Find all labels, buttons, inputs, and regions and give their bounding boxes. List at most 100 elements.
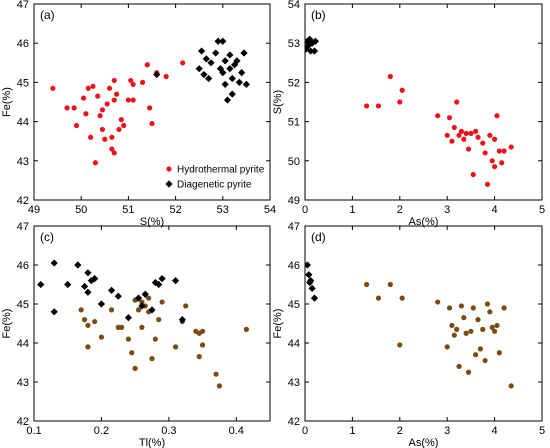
data-point [84,269,92,277]
data-point [114,91,120,97]
data-point [74,261,82,269]
data-point [71,105,77,111]
data-point [202,55,210,63]
data-point [307,277,315,285]
data-point [111,150,117,156]
data-point [37,280,45,289]
data-point [444,132,450,138]
data-point [80,95,87,101]
data-point [475,317,481,323]
data-point [212,49,220,57]
data-point [456,363,462,369]
x-tick-label: 3 [444,204,450,216]
data-point [482,357,488,364]
data-point [128,77,134,84]
x-tick-label: 5 [539,204,545,216]
data-point [95,93,101,99]
panel-label: (d) [311,230,326,244]
data-point [475,134,481,140]
data-point [473,352,479,358]
data-point [473,128,479,134]
data-point [180,60,186,66]
data-point [223,96,232,104]
data-point [489,324,495,330]
x-tick-label: 0.3 [161,425,176,437]
data-point [199,342,206,348]
data-point [508,144,514,150]
data-point [387,73,393,80]
series-hydrothermal [78,295,249,389]
y-tick-label: 47 [17,221,29,233]
data-point [492,328,498,334]
data-point [435,299,441,305]
x-tick-label: 0.2 [94,425,109,437]
x-tick-label: 50 [75,204,87,216]
data-point [451,332,457,338]
panel-label: (b) [311,8,326,22]
data-point [492,164,498,170]
data-point [308,284,316,292]
data-point [84,288,92,296]
data-point [482,150,488,156]
data-point [465,146,472,152]
y-tick-label: 44 [17,117,29,129]
data-point [305,271,313,279]
data-point [114,292,122,300]
data-point [151,278,159,287]
data-point [116,126,122,133]
data-point [308,39,316,47]
data-point [214,37,222,45]
data-point [139,79,146,85]
data-point [494,322,500,329]
data-point [480,326,486,332]
data-point [449,138,455,144]
series-hydrothermal [364,73,514,187]
y-tick-label: 42 [288,416,300,428]
data-point [125,97,131,103]
data-point [461,136,467,142]
y-tick-label: 53 [288,38,300,50]
data-point [81,317,88,323]
plot-area [305,35,514,187]
y-tick-label: 50 [288,156,300,168]
panel-label: (c) [40,230,54,244]
data-point [470,171,476,178]
series-diagenetic [153,37,250,104]
series-hydrothermal [364,281,514,389]
x-tick-label: 3 [444,425,450,437]
data-point [387,281,393,288]
data-point [456,132,462,138]
data-point [305,45,310,53]
y-tick-label: 45 [17,299,29,311]
data-point [125,336,131,342]
data-point [130,81,136,87]
series-diagenetic [305,261,319,302]
data-point [487,309,493,315]
y-tick-label: 47 [288,221,300,233]
legend-label: Diagenetic pyrite [177,180,252,191]
data-point [468,328,474,334]
scatter-panel-b: 0 1 2 3 4 5 49 50 51 52 53 54 (b) As(%) S(%) [272,0,545,228]
data-point [195,65,203,73]
legend-marker [166,166,172,172]
data-point [132,365,138,371]
y-tick-label: 43 [17,377,29,389]
data-point [484,301,491,307]
data-point [310,47,319,55]
data-point [238,69,246,77]
data-point [205,74,213,83]
data-point [446,115,453,121]
y-axis-label: Fe(%) [272,309,284,339]
data-point [458,128,465,134]
x-tick-label: 5 [539,425,545,437]
data-point [155,280,163,289]
data-point [397,342,403,348]
legend-marker [165,180,173,188]
data-point [307,47,315,55]
data-point [97,113,103,119]
series-hydrothermal [50,60,186,166]
data-point [97,300,106,308]
data-point [109,146,115,152]
